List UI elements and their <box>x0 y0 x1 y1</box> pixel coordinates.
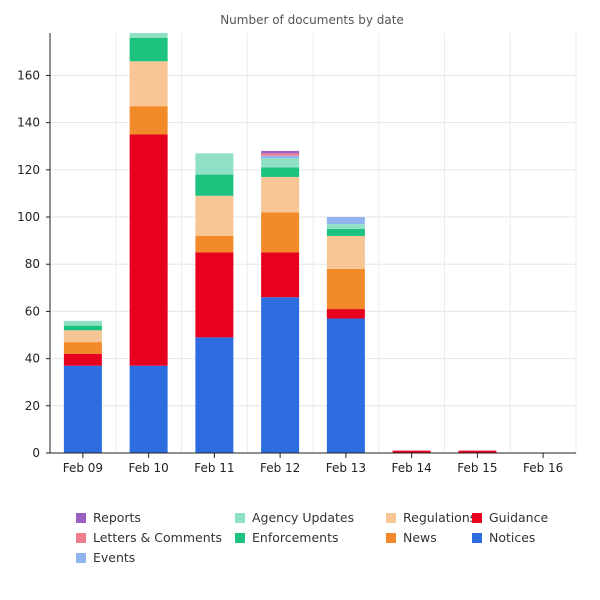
bar-segment[interactable]: Feb 12 — Notices: 66 <box>261 297 300 453</box>
y-tick-label: 40 <box>25 352 40 366</box>
bar-segment[interactable]: Feb 15 — Guidance: 1 <box>458 450 497 453</box>
bar-segment[interactable]: Feb 10 — Guidance: 98 <box>129 134 168 366</box>
bar-segment[interactable]: Feb 11 — Notices: 49 <box>195 337 234 453</box>
legend-item[interactable]: Enforcements <box>235 530 339 545</box>
bar-segment[interactable]: Feb 09 — Regulations: 5 <box>63 330 102 343</box>
bar-segment[interactable]: Feb 13 — Enforcements: 3 <box>326 228 365 236</box>
legend-swatch <box>472 532 482 543</box>
legend-swatch <box>472 512 482 523</box>
legend-item[interactable]: Agency Updates <box>235 510 354 525</box>
legend-label: Guidance <box>489 510 549 525</box>
bar-segment[interactable]: Feb 09 — Agency Updates: 2 <box>63 320 102 326</box>
bar-segment[interactable]: Feb 11 — Enforcements: 9 <box>195 174 234 196</box>
bar-segment[interactable]: Feb 11 — Regulations: 17 <box>195 195 234 236</box>
bar-segment[interactable]: Feb 10 — News: 12 <box>129 106 168 135</box>
bar-segment[interactable]: Feb 14 — Guidance: 1 <box>392 450 431 453</box>
legend-swatch <box>76 532 86 543</box>
axes-layer: 0 20 40 60 80 100 120 140 160 Feb 09 Feb 10 Feb 11 F… <box>17 33 576 475</box>
legend-swatch <box>76 552 86 563</box>
bar-segment[interactable]: Feb 13 — Notices: 57 <box>326 318 365 453</box>
legend-label: Agency Updates <box>252 510 355 525</box>
bar-segment[interactable]: Feb 09 — Enforcements: 2 <box>63 325 102 331</box>
x-tick-label: Feb 11 <box>194 461 234 475</box>
y-tick-label: 20 <box>25 399 40 413</box>
bar-segment[interactable]: Feb 12 — Reports: 1 <box>261 150 300 154</box>
bar-segment[interactable]: Feb 13 — Regulations: 14 <box>326 235 365 269</box>
y-tick-label: 100 <box>17 210 40 224</box>
legend-item[interactable]: Guidance <box>472 510 548 525</box>
legend-item[interactable]: Regulations <box>386 510 476 525</box>
legend-label: Notices <box>489 530 536 545</box>
x-tick-label: Feb 12 <box>260 461 300 475</box>
bar-segment[interactable]: Feb 09 — Notices: 37 <box>63 365 102 453</box>
legend-item[interactable]: Events <box>76 550 135 565</box>
x-tick-label: Feb 10 <box>128 461 168 475</box>
legend-swatch <box>386 512 396 523</box>
legend-label: Enforcements <box>252 530 339 545</box>
legend-item[interactable]: Letters & Comments <box>76 530 222 545</box>
bar-segment[interactable]: Feb 10 — Agency Updates: 3 <box>129 33 168 38</box>
bar-segment[interactable]: Feb 13 — Guidance: 4 <box>326 309 365 319</box>
x-tick-label: Feb 13 <box>326 461 366 475</box>
y-tick-label: 0 <box>32 446 40 460</box>
bar-segment[interactable]: Feb 09 — Guidance: 5 <box>63 353 102 366</box>
legend-swatch <box>235 512 245 523</box>
legend-swatch <box>386 532 396 543</box>
bar-segment[interactable]: Feb 11 — News: 7 <box>195 235 234 253</box>
x-tick-label: Feb 15 <box>457 461 497 475</box>
bar-segment[interactable]: Feb 12 — Events: 1 <box>261 155 300 159</box>
legend-label: Events <box>93 550 136 565</box>
bar-segment[interactable]: Feb 12 — Agency Updates: 4 <box>261 158 300 168</box>
y-tick-label: 140 <box>17 116 40 130</box>
bar-segment[interactable]: Feb 13 — News: 17 <box>326 268 365 310</box>
legend-swatch <box>235 532 245 543</box>
legend-swatch <box>76 512 86 523</box>
bar-segment[interactable]: Feb 09 — News: 5 <box>63 342 102 354</box>
legend-label: Regulations <box>403 510 477 525</box>
y-tick-label: 60 <box>25 304 40 318</box>
bar-segment[interactable]: Feb 11 — Guidance: 36 <box>195 252 234 338</box>
bar-segment[interactable]: Feb 12 — Letters & Comments: 1 <box>261 153 300 156</box>
grid-layer <box>50 33 577 453</box>
bar-segment[interactable]: Feb 13 — Agency Updates: 2 <box>326 224 365 229</box>
legend-item[interactable]: Reports <box>76 510 141 525</box>
bars-layer: Feb 09 — Notices: 37Feb 09 — Guidance: 5… <box>63 33 497 453</box>
bar-segment[interactable]: Feb 12 — Enforcements: 4 <box>261 167 300 177</box>
bar-segment[interactable]: Feb 12 — Regulations: 15 <box>261 176 300 213</box>
legend-item[interactable]: Notices <box>472 530 535 545</box>
chart-title: Number of documents by date <box>220 13 404 27</box>
x-tick-label: Feb 16 <box>523 461 563 475</box>
bar-segment[interactable]: Feb 10 — Notices: 37 <box>129 365 168 453</box>
bar-segment[interactable]: Feb 10 — Regulations: 19 <box>129 61 168 107</box>
bar-segment[interactable]: Feb 12 — News: 17 <box>261 212 300 253</box>
bar-segment[interactable]: Feb 10 — Enforcements: 10 <box>129 37 168 62</box>
y-tick-label: 120 <box>17 163 40 177</box>
y-tick-label: 160 <box>17 68 40 82</box>
bar-segment[interactable]: Feb 11 — Agency Updates: 9 <box>195 153 234 175</box>
x-tick-label: Feb 09 <box>63 461 103 475</box>
legend-label: Letters & Comments <box>93 530 223 545</box>
legend-label: Reports <box>93 510 141 525</box>
y-tick-label: 80 <box>25 257 40 271</box>
x-tick-label: Feb 14 <box>391 461 431 475</box>
legend-label: News <box>403 530 437 545</box>
legend-item[interactable]: News <box>386 530 437 545</box>
bar-segment[interactable]: Feb 12 — Guidance: 19 <box>261 252 300 298</box>
bar-segment[interactable]: Feb 13 — Events: 3 <box>326 217 365 225</box>
